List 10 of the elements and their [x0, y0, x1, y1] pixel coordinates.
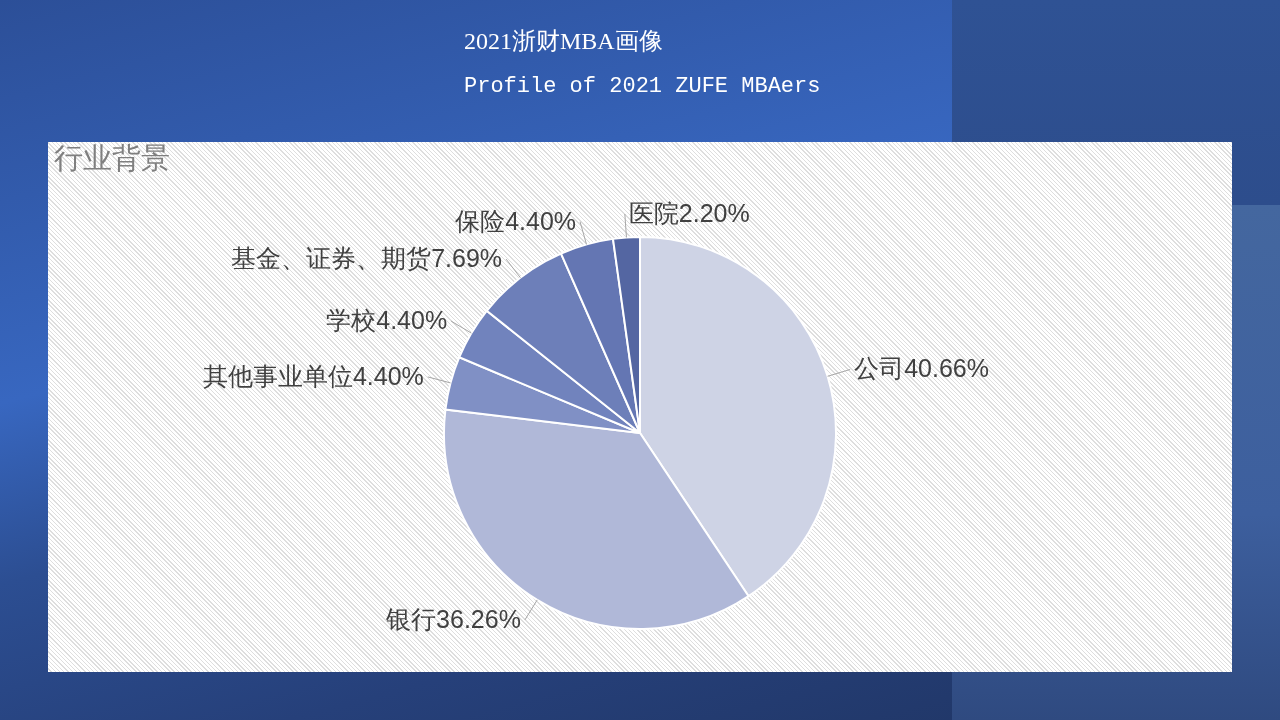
text: 2021浙财MBA画像: [464, 27, 663, 56]
slice-label: 公司40.66%: [854, 354, 989, 383]
slice-label: 保险4.40%: [455, 206, 577, 235]
chart-title: 行业背景: [54, 142, 170, 174]
slice-label: 学校4.40%: [326, 306, 448, 335]
slice-label: 医院2.20%: [628, 199, 750, 227]
text: Profile of 2021 ZUFE MBAers: [464, 74, 821, 99]
slice-label: 基金、证券、期货7.69%: [231, 244, 503, 273]
slice-label: 银行36.26%: [385, 604, 521, 633]
slice-label: 其他事业单位4.40%: [202, 361, 424, 390]
